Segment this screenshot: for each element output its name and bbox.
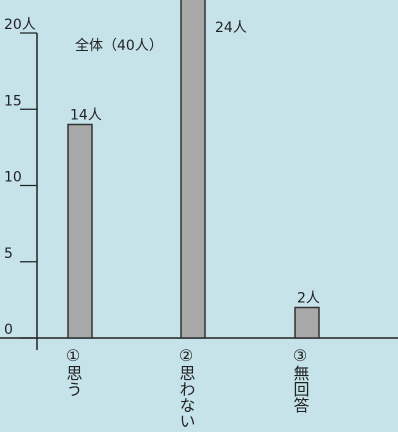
bar [294,306,320,339]
value-label: 24人 [215,20,247,36]
x-tick-label: ②思わない [177,346,196,429]
x-tick-label: ①思う [64,346,83,397]
y-tick-label: 20人 [4,17,36,33]
chart-subtitle: 全体（40人） [75,37,163,54]
bar [67,123,93,339]
bar [180,0,206,339]
y-tick-label: 10 [4,170,22,186]
y-tick-label: 15 [4,93,22,109]
y-tick-label: 0 [4,322,13,338]
value-label: 2人 [297,291,320,307]
value-label: 14人 [70,108,102,124]
y-tick-label: 5 [4,246,13,262]
x-tick-label: ③無回答 [291,346,310,413]
